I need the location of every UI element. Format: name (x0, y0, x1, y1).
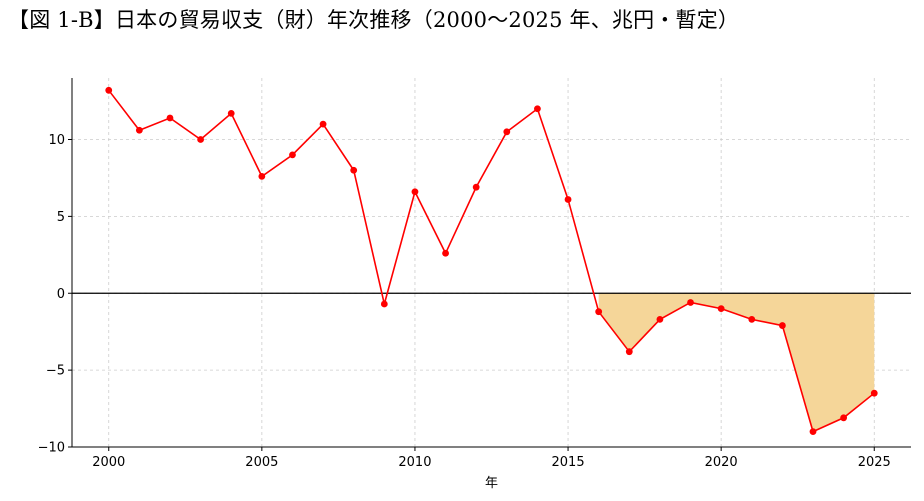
data-point-2021 (748, 315, 756, 323)
data-point-2025 (870, 389, 878, 397)
data-point-2001 (135, 126, 143, 134)
data-point-2015 (564, 196, 572, 203)
grid (72, 78, 911, 448)
x-tick-label: 2010 (398, 455, 431, 470)
data-point-2006 (289, 151, 296, 159)
data-point-2005 (258, 173, 266, 180)
data-point-2003 (197, 136, 205, 143)
y-tick-label: −10 (38, 441, 65, 456)
y-tick-label: 0 (57, 287, 65, 302)
y-tick-label: 10 (48, 133, 65, 148)
shaded-area (598, 293, 875, 432)
data-point-2008 (350, 166, 358, 174)
x-tick-label: 2015 (552, 455, 585, 470)
axes (68, 78, 911, 451)
data-point-2010 (411, 188, 419, 196)
data-point-2024 (840, 414, 848, 422)
x-tick-label: 2020 (705, 455, 738, 470)
data-point-2011 (442, 249, 449, 257)
data-point-2007 (319, 120, 327, 128)
series-line-group (105, 86, 878, 436)
data-point-2014 (534, 105, 541, 113)
data-point-2017 (625, 348, 633, 356)
data-point-2000 (105, 86, 113, 94)
tick-labels: 2000 2005 2010 2015 2020 2025 −10 −5 0 5 10 (38, 133, 891, 470)
data-point-2023 (809, 428, 817, 436)
data-point-2018 (656, 315, 664, 323)
deficit-shaded-area (598, 293, 875, 432)
data-point-2013 (503, 128, 511, 136)
x-tick-label: 2000 (92, 455, 125, 470)
data-point-2009 (380, 300, 388, 308)
data-point-2002 (166, 114, 174, 122)
chart-title: 【図 1-B】日本の貿易収支（財）年次推移（2000〜2025 年、兆円・暫定） (8, 8, 740, 32)
data-point-2020 (717, 305, 725, 313)
x-tick-label: 2005 (245, 455, 278, 470)
x-axis-label: 年 (485, 476, 498, 491)
y-tick-label: −5 (46, 364, 65, 379)
data-point-2022 (778, 322, 786, 329)
data-point-2012 (472, 183, 480, 191)
data-point-2004 (227, 109, 235, 117)
y-tick-label: 5 (57, 210, 65, 225)
x-tick-label: 2025 (858, 455, 891, 470)
series-line (108, 89, 875, 433)
data-point-2019 (687, 299, 694, 306)
data-point-2016 (595, 308, 603, 316)
